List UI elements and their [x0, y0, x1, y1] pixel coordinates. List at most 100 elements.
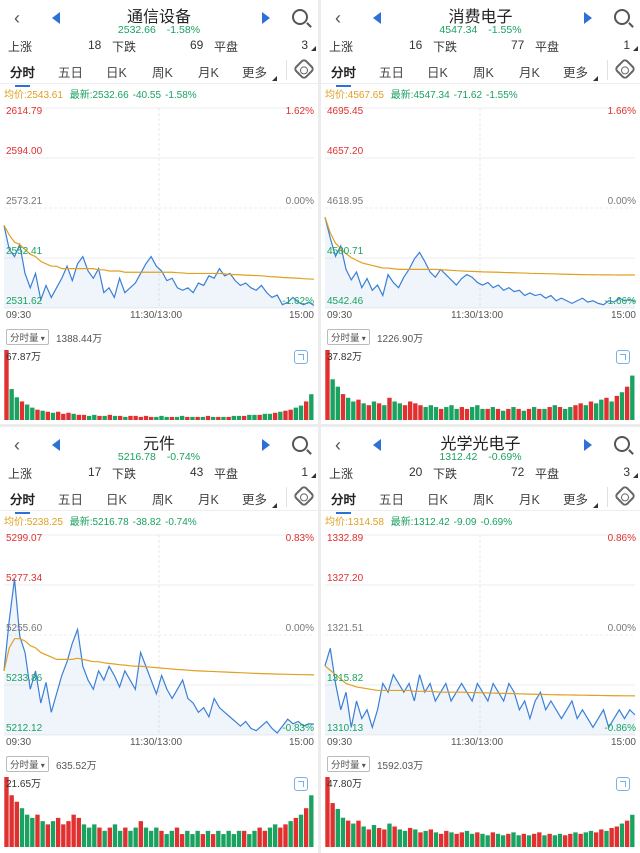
volume-indicator-button[interactable]: 分时量	[6, 329, 49, 345]
sector-title: 通信设备	[126, 9, 191, 26]
fullscreen-icon[interactable]	[294, 350, 308, 364]
expand-corner-icon[interactable]	[311, 473, 316, 478]
sector-panel: ‹ 消费电子 4547.34 -1.55% 上涨 16 下跌 77 平盘 1 分…	[321, 0, 640, 424]
price-line	[3, 578, 315, 734]
volume-bar	[531, 833, 537, 847]
tab-monthly-k[interactable]: 月K	[519, 493, 540, 507]
volume-bar	[117, 830, 123, 847]
search-icon[interactable]	[614, 9, 630, 25]
volume-bar	[444, 407, 449, 420]
quote-pct: -0.69%	[488, 451, 522, 463]
tab-weekly-k[interactable]: 周K	[473, 66, 494, 80]
volume-indicator-button[interactable]: 分时量	[327, 756, 370, 772]
period-tabs: 分时 五日 日K 周K 月K 更多	[321, 483, 640, 514]
search-icon[interactable]	[292, 436, 308, 452]
back-icon[interactable]: ‹	[335, 8, 341, 28]
tab-intraday[interactable]: 分时	[331, 489, 356, 514]
intraday-chart[interactable]	[321, 527, 639, 847]
tab-daily-k[interactable]: 日K	[427, 66, 448, 80]
settings-icon[interactable]	[613, 57, 637, 81]
latest-change: -38.82	[132, 517, 162, 528]
fullscreen-icon[interactable]	[294, 777, 308, 791]
intraday-chart[interactable]	[321, 100, 639, 420]
volume-indicator-button[interactable]: 分时量	[327, 329, 370, 345]
expand-corner-icon[interactable]	[311, 46, 316, 51]
prev-sector-icon[interactable]	[52, 12, 60, 24]
volume-bar	[66, 412, 71, 420]
tab-weekly-k[interactable]: 周K	[152, 493, 173, 507]
latest-pct: -0.69%	[480, 517, 513, 528]
tab-daily-k[interactable]: 日K	[106, 493, 127, 507]
tab-five-day[interactable]: 五日	[58, 66, 84, 80]
volume-indicator-button[interactable]: 分时量	[6, 756, 49, 772]
prev-sector-icon[interactable]	[52, 439, 60, 451]
intraday-chart[interactable]	[0, 100, 318, 420]
search-icon[interactable]	[614, 436, 630, 452]
latest-value: 2532.66	[92, 90, 129, 101]
tab-weekly-k[interactable]: 周K	[152, 66, 173, 80]
tab-monthly-k[interactable]: 月K	[198, 66, 219, 80]
volume-bar	[9, 795, 14, 847]
tab-five-day[interactable]: 五日	[58, 493, 84, 507]
tab-more[interactable]: 更多	[242, 493, 268, 507]
volume-bar	[438, 833, 444, 847]
fullscreen-icon[interactable]	[616, 350, 630, 364]
volume-header: 分时量 1388.44万	[6, 329, 312, 345]
tab-more[interactable]: 更多	[242, 66, 268, 80]
back-icon[interactable]: ‹	[14, 8, 20, 28]
tab-intraday[interactable]: 分时	[10, 489, 35, 514]
next-sector-icon[interactable]	[262, 12, 270, 24]
next-sector-icon[interactable]	[584, 439, 592, 451]
breadth-stats: 上涨 20 下跌 72 平盘 3	[321, 463, 640, 481]
tab-monthly-k[interactable]: 月K	[198, 493, 219, 507]
tab-weekly-k[interactable]: 周K	[473, 493, 494, 507]
y-label-bottom: 2531.62	[6, 296, 43, 307]
volume-bar	[500, 835, 506, 847]
volume-bar	[231, 834, 236, 847]
intraday-chart[interactable]	[0, 527, 318, 847]
tab-more[interactable]: 更多	[563, 493, 589, 507]
pct-label-mid: 0.00%	[607, 623, 636, 634]
volume-bar	[433, 407, 439, 420]
volume-bar	[330, 803, 335, 847]
volume-bar	[190, 416, 195, 420]
volume-bar	[71, 814, 76, 847]
volume-bar	[428, 405, 433, 420]
y-label-mid: 1321.51	[327, 623, 364, 634]
settings-icon[interactable]	[292, 57, 316, 81]
volume-bar	[599, 829, 604, 847]
tab-more[interactable]: 更多	[563, 66, 589, 80]
volume-bar	[272, 824, 278, 847]
search-icon[interactable]	[292, 9, 308, 25]
expand-corner-icon[interactable]	[633, 473, 638, 478]
back-icon[interactable]: ‹	[14, 435, 20, 455]
volume-bar	[454, 833, 459, 847]
prev-sector-icon[interactable]	[373, 439, 381, 451]
next-sector-icon[interactable]	[262, 439, 270, 451]
next-sector-icon[interactable]	[584, 12, 592, 24]
prev-sector-icon[interactable]	[373, 12, 381, 24]
settings-icon[interactable]	[613, 484, 637, 508]
tab-five-day[interactable]: 五日	[379, 493, 405, 507]
tab-intraday[interactable]: 分时	[331, 62, 356, 87]
volume-bar	[133, 827, 138, 847]
settings-icon[interactable]	[292, 484, 316, 508]
tab-intraday[interactable]: 分时	[10, 62, 35, 87]
pct-label-top: 1.66%	[607, 106, 636, 117]
volume-bar	[526, 835, 532, 847]
back-icon[interactable]: ‹	[335, 435, 341, 455]
volume-bar	[309, 394, 314, 420]
y-label-lower: 2552.41	[6, 246, 43, 257]
tab-daily-k[interactable]: 日K	[106, 66, 127, 80]
volume-bar	[107, 827, 112, 847]
tab-five-day[interactable]: 五日	[379, 66, 405, 80]
volume-bar	[257, 414, 262, 420]
volume-header: 分时量 1592.03万	[327, 756, 634, 772]
volume-bar	[397, 403, 402, 420]
tab-monthly-k[interactable]: 月K	[519, 66, 540, 80]
time-label-mid: 11:30/13:00	[130, 310, 183, 321]
expand-corner-icon[interactable]	[633, 46, 638, 51]
tab-daily-k[interactable]: 日K	[427, 493, 448, 507]
volume-bar	[490, 407, 495, 420]
fullscreen-icon[interactable]	[616, 777, 630, 791]
